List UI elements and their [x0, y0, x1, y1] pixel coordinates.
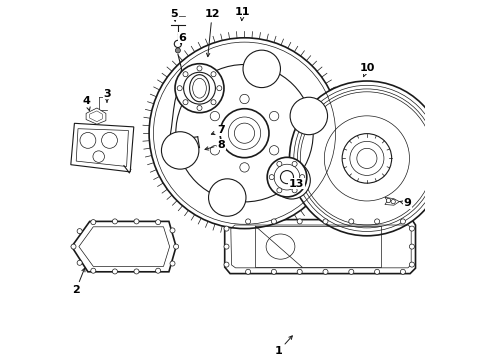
Ellipse shape — [189, 75, 209, 102]
Circle shape — [170, 261, 175, 266]
Circle shape — [299, 175, 304, 180]
Circle shape — [192, 150, 198, 156]
Circle shape — [243, 50, 280, 87]
Circle shape — [289, 81, 444, 236]
Circle shape — [208, 179, 245, 216]
Circle shape — [374, 219, 379, 224]
Circle shape — [276, 188, 281, 193]
Text: 10: 10 — [359, 63, 374, 77]
Circle shape — [390, 199, 394, 204]
Circle shape — [134, 219, 139, 224]
Text: 12: 12 — [204, 9, 220, 57]
Circle shape — [239, 94, 249, 104]
Circle shape — [408, 226, 413, 231]
Circle shape — [224, 262, 228, 267]
Circle shape — [71, 244, 76, 249]
Circle shape — [197, 105, 202, 111]
Circle shape — [210, 145, 219, 155]
Text: 3: 3 — [103, 89, 111, 102]
Circle shape — [348, 219, 353, 224]
Circle shape — [408, 262, 413, 267]
Circle shape — [155, 268, 160, 273]
Circle shape — [271, 269, 276, 274]
Circle shape — [91, 220, 96, 225]
Circle shape — [183, 72, 187, 77]
Circle shape — [276, 161, 281, 166]
Circle shape — [177, 86, 182, 91]
Circle shape — [210, 100, 216, 105]
Circle shape — [291, 161, 297, 166]
Circle shape — [239, 163, 249, 172]
Polygon shape — [384, 197, 399, 205]
Text: 8: 8 — [204, 140, 224, 150]
Circle shape — [175, 64, 224, 113]
Circle shape — [297, 269, 302, 274]
Circle shape — [224, 244, 228, 249]
Circle shape — [245, 269, 250, 274]
Circle shape — [161, 132, 199, 169]
Circle shape — [173, 244, 178, 249]
Circle shape — [322, 269, 327, 274]
Text: 7: 7 — [211, 125, 224, 135]
Text: 13: 13 — [288, 179, 304, 189]
Circle shape — [224, 226, 228, 231]
Circle shape — [220, 109, 268, 158]
Circle shape — [272, 162, 310, 199]
Circle shape — [269, 175, 274, 180]
Circle shape — [155, 220, 160, 225]
Circle shape — [149, 38, 339, 229]
Circle shape — [77, 229, 82, 234]
Circle shape — [408, 244, 413, 249]
Text: 4: 4 — [82, 96, 91, 111]
Text: 1: 1 — [274, 336, 292, 356]
Circle shape — [289, 97, 327, 135]
Text: 11: 11 — [234, 7, 250, 21]
Circle shape — [269, 111, 278, 121]
Text: 9: 9 — [399, 198, 410, 208]
Polygon shape — [224, 220, 415, 274]
Text: 5: 5 — [170, 9, 178, 21]
Circle shape — [271, 219, 276, 224]
Circle shape — [210, 72, 216, 77]
Circle shape — [183, 100, 187, 105]
Polygon shape — [72, 221, 176, 272]
Polygon shape — [71, 123, 134, 172]
Circle shape — [112, 269, 117, 274]
Circle shape — [245, 219, 250, 224]
Circle shape — [266, 157, 306, 197]
Circle shape — [280, 171, 293, 184]
Circle shape — [91, 268, 96, 273]
Circle shape — [400, 269, 405, 274]
Text: 6: 6 — [178, 33, 186, 44]
Circle shape — [348, 269, 353, 274]
Circle shape — [374, 269, 379, 274]
Circle shape — [112, 219, 117, 224]
Circle shape — [342, 134, 391, 183]
Circle shape — [210, 111, 219, 121]
Circle shape — [386, 198, 390, 203]
Circle shape — [77, 260, 82, 265]
Circle shape — [174, 40, 181, 48]
Circle shape — [216, 86, 222, 91]
Polygon shape — [86, 108, 106, 124]
Circle shape — [197, 66, 202, 71]
Circle shape — [400, 219, 405, 224]
Circle shape — [175, 48, 180, 53]
Circle shape — [269, 145, 278, 155]
Circle shape — [134, 269, 139, 274]
Circle shape — [178, 67, 216, 105]
Text: 2: 2 — [72, 268, 85, 295]
Circle shape — [322, 219, 327, 224]
Circle shape — [297, 219, 302, 224]
Circle shape — [291, 188, 297, 193]
Circle shape — [170, 228, 175, 233]
